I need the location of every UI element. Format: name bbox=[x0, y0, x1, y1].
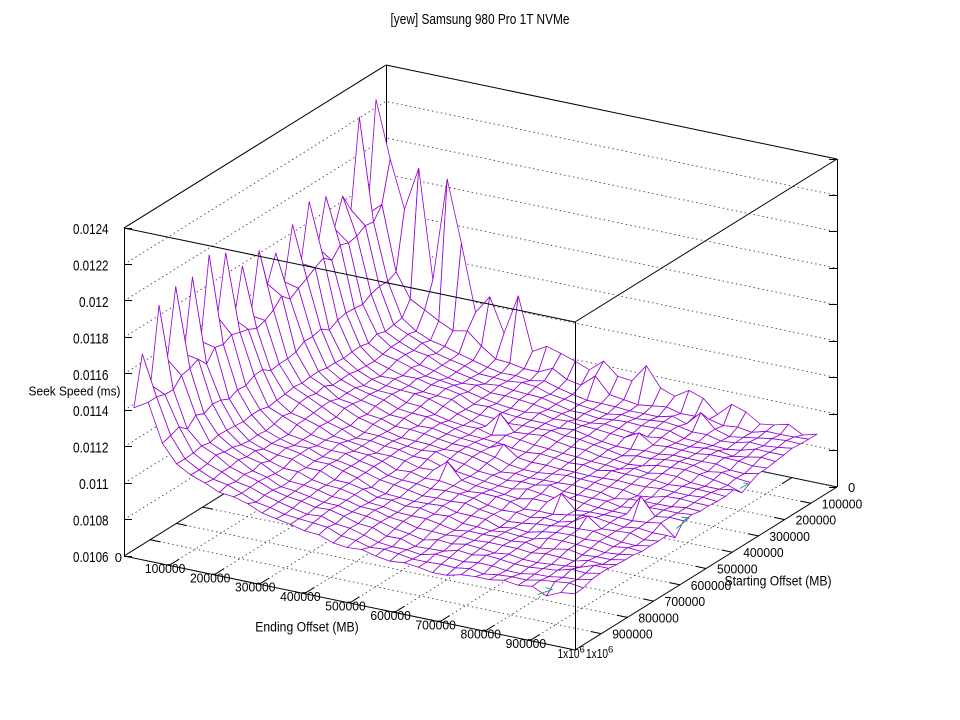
svg-text:0.0124: 0.0124 bbox=[73, 221, 109, 238]
svg-text:700000: 700000 bbox=[665, 594, 706, 609]
svg-text:600000: 600000 bbox=[691, 578, 732, 593]
svg-text:400000: 400000 bbox=[280, 589, 321, 604]
svg-text:100000: 100000 bbox=[145, 561, 186, 576]
svg-text:600000: 600000 bbox=[370, 608, 411, 623]
svg-text:200000: 200000 bbox=[190, 570, 231, 585]
svg-text:0.0108: 0.0108 bbox=[73, 513, 109, 530]
svg-text:0.0114: 0.0114 bbox=[73, 403, 109, 420]
svg-text:Ending Offset (MB): Ending Offset (MB) bbox=[255, 620, 359, 635]
svg-text:300000: 300000 bbox=[769, 529, 810, 544]
svg-text:500000: 500000 bbox=[325, 599, 366, 614]
svg-text:Starting Offset (MB): Starting Offset (MB) bbox=[725, 574, 832, 589]
svg-text:1x106: 1x106 bbox=[558, 645, 585, 662]
svg-text:400000: 400000 bbox=[743, 545, 784, 560]
svg-text:0.011: 0.011 bbox=[79, 476, 109, 493]
svg-text:0.0112: 0.0112 bbox=[73, 440, 109, 457]
svg-text:500000: 500000 bbox=[717, 562, 758, 577]
svg-text:0.012: 0.012 bbox=[79, 294, 109, 311]
svg-text:0: 0 bbox=[115, 550, 122, 565]
svg-text:0.0106: 0.0106 bbox=[73, 549, 109, 566]
svg-text:0.0118: 0.0118 bbox=[73, 330, 109, 347]
svg-text:800000: 800000 bbox=[638, 610, 679, 625]
svg-text:Seek Speed (ms): Seek Speed (ms) bbox=[29, 384, 121, 399]
svg-text:1x106: 1x106 bbox=[586, 645, 613, 662]
svg-text:900000: 900000 bbox=[612, 627, 653, 642]
svg-text:[yew] Samsung 980 Pro 1T NVMe: [yew] Samsung 980 Pro 1T NVMe bbox=[391, 12, 570, 28]
svg-text:0.0122: 0.0122 bbox=[73, 257, 109, 274]
svg-text:800000: 800000 bbox=[461, 627, 502, 642]
svg-text:300000: 300000 bbox=[235, 580, 276, 595]
svg-text:700000: 700000 bbox=[415, 617, 456, 632]
svg-text:0.0116: 0.0116 bbox=[73, 367, 109, 384]
svg-text:900000: 900000 bbox=[506, 636, 547, 651]
svg-text:100000: 100000 bbox=[822, 496, 863, 511]
svg-text:0: 0 bbox=[848, 480, 855, 495]
svg-text:200000: 200000 bbox=[796, 513, 837, 528]
